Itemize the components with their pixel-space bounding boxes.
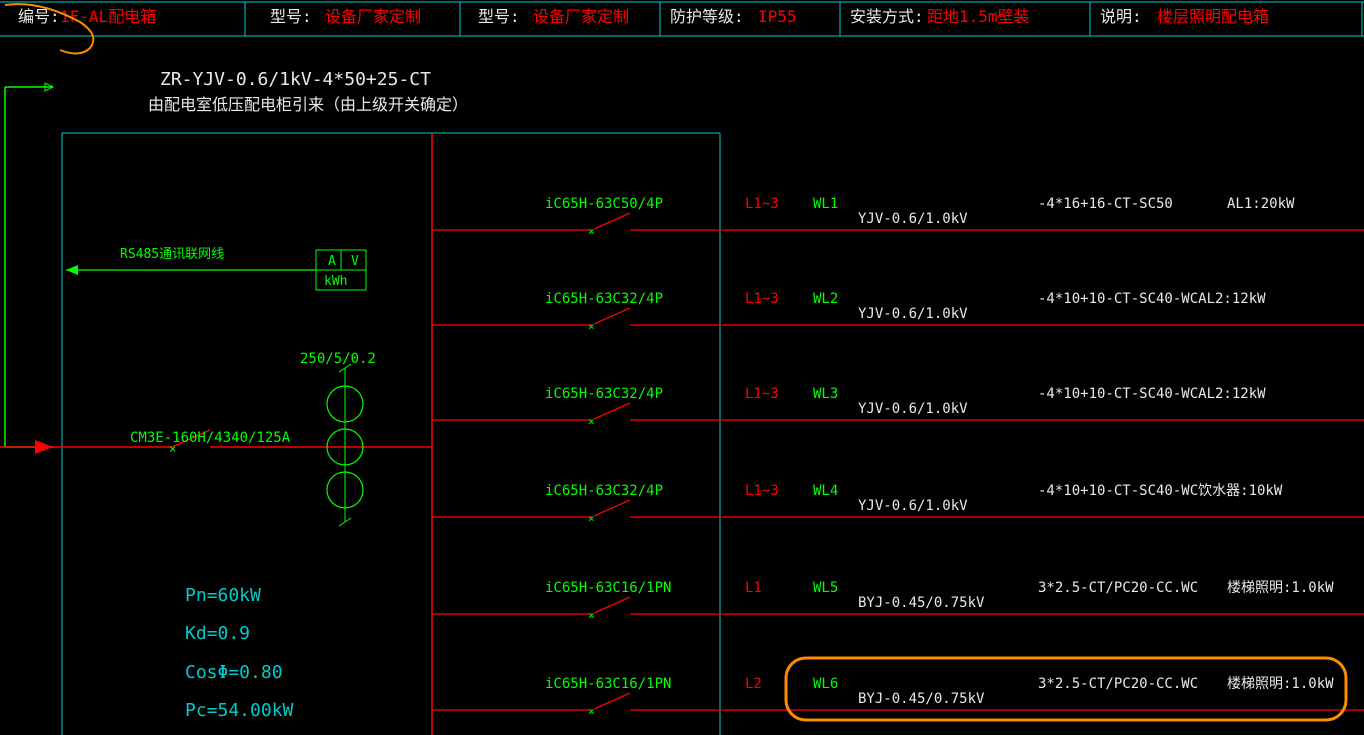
spec-5: 3*2.5-CT/PC20-CC.WC: [1038, 676, 1198, 692]
load-param-3: Pc=54.00kW: [185, 700, 294, 721]
cable-5: BYJ-0.45/0.75kV: [858, 691, 985, 707]
phase-3: L1~3: [745, 483, 779, 499]
electrical-diagram: 编号:1F-AL配电箱型号:设备厂家定制型号:设备厂家定制防护等级:IP55安装…: [0, 0, 1364, 735]
load-param-0: Pn=60kW: [185, 585, 261, 606]
header-label-3: 防护等级:: [670, 7, 744, 26]
phase-5: L2: [745, 676, 762, 692]
wl-3: WL4: [813, 483, 838, 499]
breaker-3: iC65H-63C32/4P: [545, 483, 663, 499]
load-param-2: CosΦ=0.80: [185, 662, 283, 683]
header-label-1: 型号:: [270, 7, 312, 26]
rs485-arrow: [66, 265, 78, 275]
breaker-1: iC65H-63C32/4P: [545, 291, 663, 307]
phase-2: L1~3: [745, 386, 779, 402]
main-breaker-label: CM3E-160H/4340/125A: [130, 430, 291, 446]
spec-3: -4*10+10-CT-SC40-WC饮水器:10kW: [1038, 483, 1283, 499]
breaker-2: iC65H-63C32/4P: [545, 386, 663, 402]
phase-1: L1~3: [745, 291, 779, 307]
header-value-4: 距地1.5m壁装: [927, 7, 1030, 26]
rs485-label: RS485通讯联网线: [120, 247, 224, 262]
cable-2: YJV-0.6/1.0kV: [858, 401, 968, 417]
header-value-0: 1F-AL配电箱: [60, 7, 156, 26]
spec-2: -4*10+10-CT-SC40-WCAL2:12kW: [1038, 386, 1266, 402]
load-0: AL1:20kW: [1227, 196, 1295, 212]
circuit-sw-0: [592, 213, 630, 230]
sw-x: ×: [588, 609, 595, 622]
cable-1: YJV-0.6/1.0kV: [858, 306, 968, 322]
circuit-sw-5: [592, 693, 630, 710]
meter-cell: A: [328, 254, 336, 269]
circuit-sw-1: [592, 308, 630, 325]
header-value-5: 楼层照明配电箱: [1157, 7, 1269, 26]
sw-x: ×: [588, 705, 595, 718]
circuit-sw-2: [592, 403, 630, 420]
spec-4: 3*2.5-CT/PC20-CC.WC: [1038, 580, 1198, 596]
spec-1: -4*10+10-CT-SC40-WCAL2:12kW: [1038, 291, 1266, 307]
meter-cell: kWh: [324, 274, 347, 289]
header-label-2: 型号:: [478, 7, 520, 26]
cable-4: BYJ-0.45/0.75kV: [858, 595, 985, 611]
circuit-sw-3: [592, 500, 630, 517]
sw-x: ×: [588, 225, 595, 238]
phase-4: L1: [745, 580, 762, 596]
load-5: 楼梯照明:1.0kW: [1227, 676, 1334, 692]
circuit-sw-4: [592, 597, 630, 614]
meter-cell: V: [351, 254, 359, 269]
load-4: 楼梯照明:1.0kW: [1227, 580, 1334, 596]
breaker-4: iC65H-63C16/1PN: [545, 580, 671, 596]
sw-x: ×: [588, 512, 595, 525]
breaker-5: iC65H-63C16/1PN: [545, 676, 671, 692]
header-label-4: 安装方式:: [850, 7, 924, 26]
wl-4: WL5: [813, 580, 838, 596]
sw-x: ×: [588, 320, 595, 333]
cable-3: YJV-0.6/1.0kV: [858, 498, 968, 514]
wl-1: WL2: [813, 291, 838, 307]
header-value-2: 设备厂家定制: [533, 7, 629, 26]
header-value-3: IP55: [758, 7, 797, 26]
header-value-1: 设备厂家定制: [325, 7, 421, 26]
load-param-1: Kd=0.9: [185, 623, 250, 644]
cable-0: YJV-0.6/1.0kV: [858, 211, 968, 227]
spec-0: -4*16+16-CT-SC50: [1038, 196, 1173, 212]
ct-label: 250/5/0.2: [300, 351, 376, 367]
incoming-source: 由配电室低压配电柜引来（由上级开关确定）: [148, 95, 468, 114]
phase-0: L1~3: [745, 196, 779, 212]
sw-x: ×: [588, 415, 595, 428]
wl-5: WL6: [813, 676, 838, 692]
incoming-cable-spec: ZR-YJV-0.6/1kV-4*50+25-CT: [160, 69, 431, 90]
breaker-0: iC65H-63C50/4P: [545, 196, 663, 212]
header-label-5: 说明:: [1100, 7, 1142, 26]
wl-0: WL1: [813, 196, 838, 212]
wl-2: WL3: [813, 386, 838, 402]
